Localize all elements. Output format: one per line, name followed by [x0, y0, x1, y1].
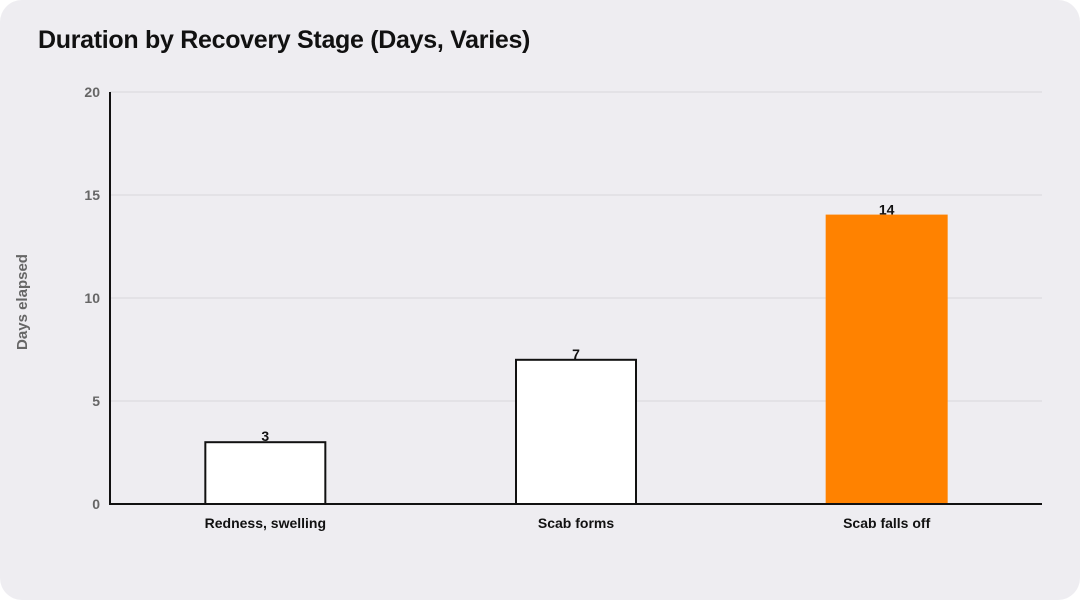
bar-value-label: 14	[879, 202, 895, 218]
bar	[825, 214, 948, 505]
y-tick-label: 5	[92, 393, 100, 409]
bar-value-label: 7	[572, 346, 580, 362]
bar-value-label: 3	[261, 428, 269, 444]
bar	[204, 441, 327, 506]
labels: 0 5 10 15 20 3 Redness, swelling 7 Scab forms 14 S…	[84, 84, 930, 531]
y-tick-label: 15	[84, 187, 100, 203]
axes	[109, 92, 1042, 505]
y-tick-label: 20	[84, 84, 100, 100]
x-category-label: Scab falls off	[843, 515, 930, 531]
y-axis-title: Days elapsed	[14, 254, 31, 350]
y-tick-label: 10	[84, 290, 100, 306]
x-category-label: Redness, swelling	[205, 515, 326, 531]
bars	[204, 214, 948, 506]
y-tick-label: 0	[92, 496, 100, 512]
chart-title: Duration by Recovery Stage (Days, Varies…	[38, 26, 531, 54]
bar	[515, 358, 637, 505]
x-category-label: Scab forms	[538, 515, 614, 531]
